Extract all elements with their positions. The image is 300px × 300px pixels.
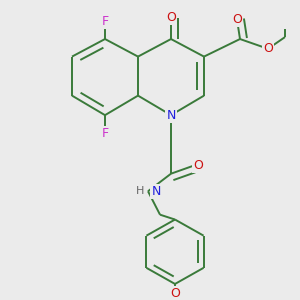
Text: O: O <box>232 13 242 26</box>
Text: O: O <box>170 287 180 300</box>
Text: F: F <box>101 15 109 28</box>
Text: O: O <box>263 42 273 55</box>
Text: H: H <box>136 186 144 196</box>
Text: O: O <box>166 11 176 24</box>
Text: F: F <box>101 127 109 140</box>
Text: O: O <box>193 159 203 172</box>
Text: N: N <box>166 109 176 122</box>
Text: N: N <box>151 185 161 198</box>
